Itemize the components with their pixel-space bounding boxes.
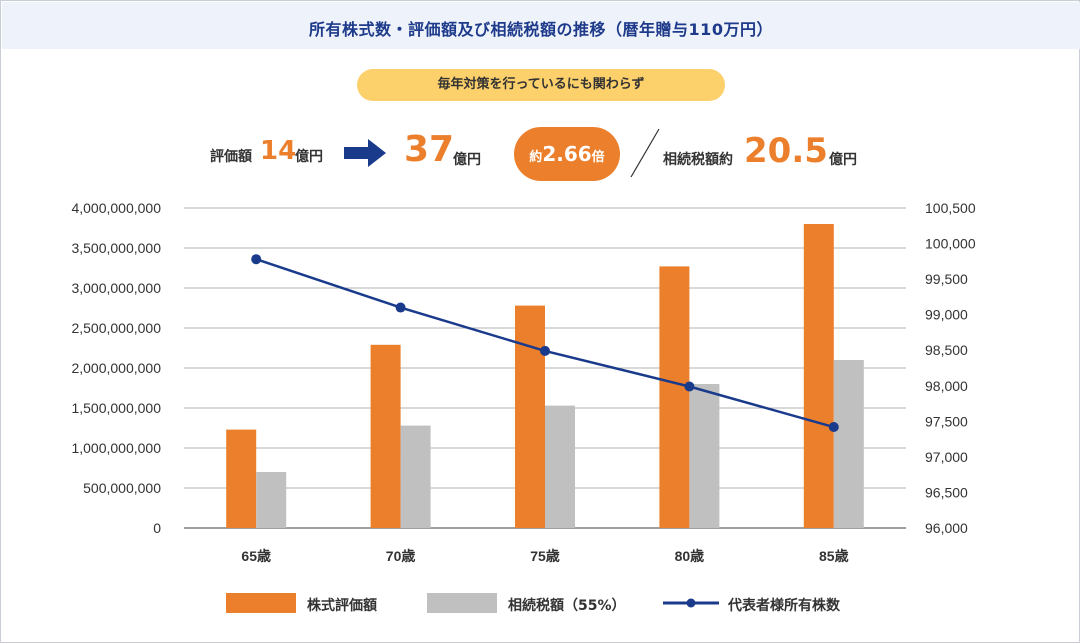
valuation-after-unit: 億円 bbox=[453, 152, 481, 168]
valuation-after-value: 37 bbox=[404, 129, 455, 170]
ratio-value: 2.66 bbox=[542, 142, 592, 166]
line-point bbox=[828, 422, 839, 433]
legend: 株式評価額 相続税額（55%） 代表者様所有株数 bbox=[1, 593, 1080, 614]
bars bbox=[226, 224, 864, 528]
legend-label-tax: 相続税額（55%） bbox=[508, 598, 626, 614]
right-axis-tick-label: 98,500 bbox=[925, 342, 968, 358]
left-axis-ticks: 0 500,000,000 1,000,000,000 1,500,000,000 2,… bbox=[71, 200, 161, 536]
left-axis-tick-label: 4,000,000,000 bbox=[71, 200, 161, 216]
right-axis-tick-label: 100,500 bbox=[925, 200, 976, 216]
x-axis-ticks: 65歳 70歳 75歳 80歳 85歳 bbox=[241, 548, 848, 564]
bar-tax bbox=[545, 405, 575, 528]
right-axis-tick-label: 96,500 bbox=[925, 484, 968, 500]
line-series bbox=[251, 254, 839, 433]
bar-tax bbox=[833, 360, 864, 528]
right-axis-ticks: 96,000 96,500 97,000 97,500 98,000 98,500 99,0… bbox=[925, 200, 976, 536]
left-axis-tick-label: 1,500,000,000 bbox=[71, 400, 161, 416]
right-axis-tick-label: 97,500 bbox=[925, 413, 968, 429]
line-point bbox=[251, 254, 262, 265]
left-axis-tick-label: 2,500,000,000 bbox=[71, 320, 161, 336]
tax-value: 20.5 bbox=[744, 131, 828, 171]
arrow-right-icon bbox=[344, 139, 386, 167]
right-axis-tick-label: 100,000 bbox=[925, 236, 976, 252]
chart-title: 所有株式数・評価額及び相続税額の推移（暦年贈与110万円） bbox=[309, 20, 773, 39]
left-axis-tick-label: 3,000,000,000 bbox=[71, 280, 161, 296]
legend-label-shares: 代表者様所有株数 bbox=[728, 598, 840, 614]
tax-label: 相続税額約 bbox=[663, 152, 733, 168]
bar-tax bbox=[256, 472, 287, 528]
ratio-badge: 約2.66倍 bbox=[514, 127, 620, 181]
legend-swatch-shares bbox=[663, 598, 719, 608]
bar-valuation bbox=[803, 224, 834, 528]
bar-tax bbox=[400, 425, 431, 528]
right-axis-tick-label: 96,000 bbox=[925, 520, 968, 536]
legend-swatch-valuation bbox=[226, 593, 296, 613]
bar-valuation bbox=[226, 429, 257, 528]
x-axis-tick-label: 80歳 bbox=[675, 548, 705, 564]
slash-divider bbox=[630, 128, 660, 178]
ratio-prefix: 約 bbox=[529, 150, 543, 165]
bar-valuation bbox=[659, 266, 690, 528]
line-point bbox=[684, 381, 695, 392]
bar-valuation bbox=[515, 305, 545, 528]
left-axis-tick-label: 1,000,000,000 bbox=[71, 440, 161, 456]
x-axis-tick-label: 75歳 bbox=[530, 548, 560, 564]
line-point bbox=[540, 345, 550, 356]
left-axis-tick-label: 2,000,000,000 bbox=[71, 360, 161, 376]
x-axis-tick-label: 85歳 bbox=[819, 548, 849, 564]
note-pill: 毎年対策を行っているにも関わらず bbox=[357, 69, 725, 101]
valuation-label: 評価額 bbox=[210, 149, 252, 165]
x-axis-tick-label: 65歳 bbox=[241, 548, 271, 564]
right-axis-tick-label: 99,500 bbox=[925, 271, 968, 287]
bar-tax bbox=[689, 384, 720, 528]
right-axis-tick-label: 98,000 bbox=[925, 378, 968, 394]
right-axis-tick-label: 99,000 bbox=[925, 307, 968, 323]
legend-swatch-tax bbox=[427, 593, 497, 613]
tax-unit: 億円 bbox=[829, 152, 857, 168]
left-axis-tick-label: 3,500,000,000 bbox=[71, 240, 161, 256]
header-bar: 所有株式数・評価額及び相続税額の推移（暦年贈与110万円） bbox=[2, 2, 1080, 49]
legend-label-valuation: 株式評価額 bbox=[307, 598, 377, 614]
x-axis-tick-label: 70歳 bbox=[386, 548, 416, 564]
combo-chart: 0 500,000,000 1,000,000,000 1,500,000,000 2,… bbox=[71, 200, 976, 564]
left-axis-tick-label: 0 bbox=[153, 520, 161, 536]
left-axis-tick-label: 500,000,000 bbox=[83, 480, 161, 496]
ratio-suffix: 倍 bbox=[591, 150, 605, 165]
line-point bbox=[395, 302, 406, 313]
bar-valuation bbox=[370, 344, 401, 528]
valuation-before-unit: 億円 bbox=[295, 149, 323, 165]
right-axis-tick-label: 97,000 bbox=[925, 449, 968, 465]
valuation-before-value: 14 bbox=[260, 136, 297, 166]
